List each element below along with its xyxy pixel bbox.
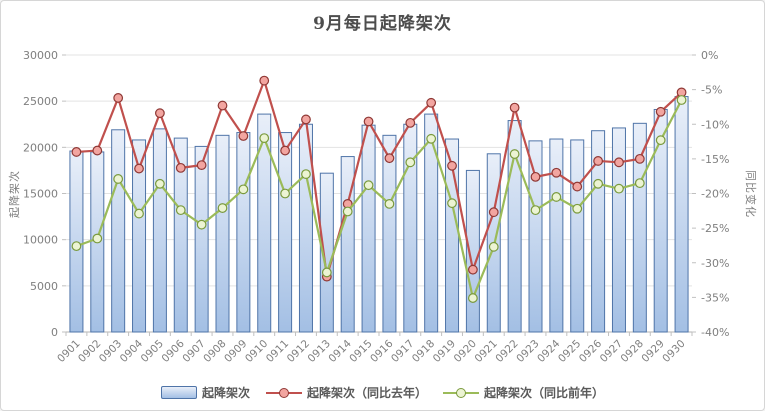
svg-text:0905: 0905 <box>139 338 166 365</box>
svg-text:0912: 0912 <box>285 338 312 365</box>
svg-text:0903: 0903 <box>97 338 124 365</box>
svg-text:15000: 15000 <box>23 188 58 201</box>
svg-text:25000: 25000 <box>23 95 58 108</box>
svg-text:0922: 0922 <box>493 338 520 365</box>
bar-swatch-icon <box>160 386 197 399</box>
svg-text:20000: 20000 <box>23 141 58 154</box>
svg-text:0924: 0924 <box>535 337 563 365</box>
svg-text:0920: 0920 <box>452 338 479 365</box>
legend-label: 起降架次 <box>201 386 250 400</box>
svg-text:0926: 0926 <box>577 337 605 365</box>
legend-label: 起降架次（同比前年） <box>484 386 605 400</box>
svg-text:5000: 5000 <box>30 280 58 293</box>
svg-text:-35%: -35% <box>701 291 729 304</box>
svg-text:0918: 0918 <box>410 338 437 365</box>
svg-text:0911: 0911 <box>264 338 291 365</box>
svg-text:0904: 0904 <box>118 337 146 365</box>
svg-text:-15%: -15% <box>701 153 729 166</box>
svg-text:-5%: -5% <box>701 84 722 97</box>
svg-text:-10%: -10% <box>701 118 729 131</box>
svg-text:0901: 0901 <box>55 338 82 365</box>
svg-text:-20%: -20% <box>701 188 729 201</box>
svg-text:0928: 0928 <box>619 338 646 365</box>
svg-text:0902: 0902 <box>76 338 103 365</box>
chart-legend: 起降架次 起降架次（同比去年） 起降架次（同比前年） <box>1 384 764 401</box>
svg-text:0909: 0909 <box>222 338 249 365</box>
svg-text:0917: 0917 <box>389 338 416 365</box>
svg-text:0%: 0% <box>701 49 718 62</box>
svg-text:0907: 0907 <box>180 338 207 365</box>
svg-text:10000: 10000 <box>23 234 58 247</box>
legend-item-bars: 起降架次 <box>160 384 250 401</box>
legend-item-yoy-yearbefore: 起降架次（同比前年） <box>443 384 604 401</box>
svg-text:0919: 0919 <box>431 338 458 365</box>
svg-text:-30%: -30% <box>701 257 729 270</box>
svg-text:0923: 0923 <box>514 338 541 365</box>
svg-text:0927: 0927 <box>598 338 625 365</box>
svg-text:0906: 0906 <box>159 337 187 365</box>
legend-label: 起降架次（同比去年） <box>306 386 427 400</box>
svg-text:0915: 0915 <box>347 338 374 365</box>
svg-text:0913: 0913 <box>306 338 333 365</box>
green-line-marker-icon <box>443 387 479 398</box>
svg-text:30000: 30000 <box>23 49 58 62</box>
svg-text:0925: 0925 <box>556 338 583 365</box>
legend-item-yoy-lastyear: 起降架次（同比去年） <box>265 384 427 401</box>
svg-text:0916: 0916 <box>368 337 396 365</box>
svg-text:0908: 0908 <box>201 338 228 365</box>
svg-text:0929: 0929 <box>639 338 666 365</box>
svg-text:0: 0 <box>51 326 58 339</box>
svg-text:0914: 0914 <box>326 337 354 365</box>
svg-text:-25%: -25% <box>701 222 729 235</box>
svg-text:-40%: -40% <box>701 326 729 339</box>
svg-text:0930: 0930 <box>660 338 687 365</box>
svg-text:0910: 0910 <box>243 338 270 365</box>
svg-text:0921: 0921 <box>472 338 499 365</box>
chart-title: 9月每日起降架次 <box>313 14 452 34</box>
red-line-marker-icon <box>265 387 302 398</box>
